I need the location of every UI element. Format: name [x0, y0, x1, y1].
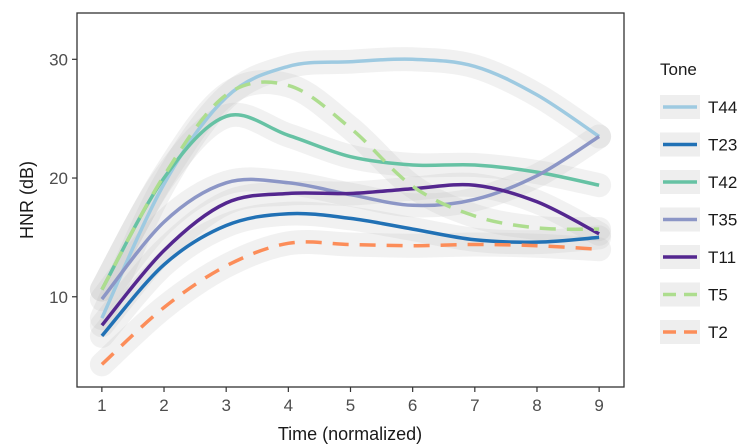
series-line-t42: [100, 113, 600, 291]
x-axis-title: Time (normalized): [278, 424, 422, 444]
legend-label: T23: [708, 136, 737, 155]
legend-item-t35: T35: [660, 207, 737, 232]
legend-label: T2: [708, 323, 728, 342]
x-tick-label: 4: [284, 396, 293, 415]
series-lines: [100, 57, 601, 366]
x-tick-label: 5: [346, 396, 355, 415]
x-tick-label: 1: [97, 396, 106, 415]
x-axis: 1 2 3 4 5 6 7 8 9: [97, 387, 604, 415]
x-tick-label: 2: [159, 396, 168, 415]
x-tick-label: 8: [532, 396, 541, 415]
y-tick-label: 20: [49, 169, 68, 188]
legend-label: T44: [708, 98, 737, 117]
x-tick-label: 7: [470, 396, 479, 415]
legend-label: T35: [708, 211, 737, 230]
y-axis: 10 20 30: [49, 50, 77, 307]
legend-label: T5: [708, 286, 728, 305]
series-line-t2: [100, 240, 600, 366]
y-tick-label: 30: [49, 50, 68, 69]
series-line-t44: [100, 57, 601, 319]
legend-item-t2: T2: [660, 320, 728, 344]
x-tick-label: 6: [408, 396, 417, 415]
series-line-t23: [100, 211, 600, 338]
legend-title: Tone: [660, 60, 697, 79]
legend-item-t11: T11: [660, 245, 736, 269]
series-line-t11: [100, 182, 600, 327]
legend-label: T11: [708, 248, 736, 267]
series-line-t5: [100, 80, 600, 291]
legend-item-t23: T23: [660, 132, 737, 157]
legend: Tone T44 T23 T42 T35 T11 T5 T2: [660, 60, 737, 344]
x-tick-label: 9: [594, 396, 603, 415]
legend-label: T42: [708, 173, 737, 192]
y-tick-label: 10: [49, 288, 68, 307]
legend-item-t5: T5: [660, 282, 728, 307]
y-axis-title: HNR (dB): [17, 161, 37, 239]
legend-item-t44: T44: [660, 95, 737, 119]
x-tick-label: 3: [221, 396, 230, 415]
legend-item-t42: T42: [660, 170, 737, 194]
